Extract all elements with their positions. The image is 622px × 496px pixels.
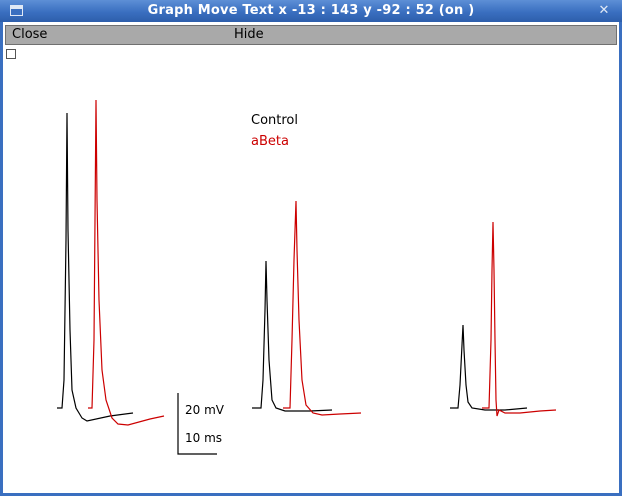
- legend-control: Control: [251, 113, 298, 128]
- abeta-trace-1: [88, 99, 165, 426]
- abeta-trace-2: [283, 200, 362, 416]
- window-title: Graph Move Text x -13 : 143 y -92 : 52 (…: [147, 3, 475, 18]
- control-trace-3: [450, 324, 528, 411]
- scale-bar: [177, 393, 217, 455]
- close-button[interactable]: Close: [12, 27, 48, 42]
- legend-abeta: aBeta: [251, 134, 289, 149]
- scale-voltage-label: 20 mV: [185, 403, 224, 417]
- close-icon[interactable]: ✕: [598, 3, 610, 18]
- window-menu-icon[interactable]: [10, 5, 23, 16]
- control-trace-1: [57, 112, 134, 422]
- menu-bar: Close Hide: [5, 25, 617, 45]
- hide-button[interactable]: Hide: [234, 27, 264, 42]
- graph-checkbox[interactable]: [6, 49, 16, 59]
- control-trace-2: [252, 260, 333, 412]
- title-bar[interactable]: Graph Move Text x -13 : 143 y -92 : 52 (…: [0, 0, 622, 22]
- scale-time-label: 10 ms: [185, 431, 223, 445]
- abeta-trace-3: [482, 221, 557, 417]
